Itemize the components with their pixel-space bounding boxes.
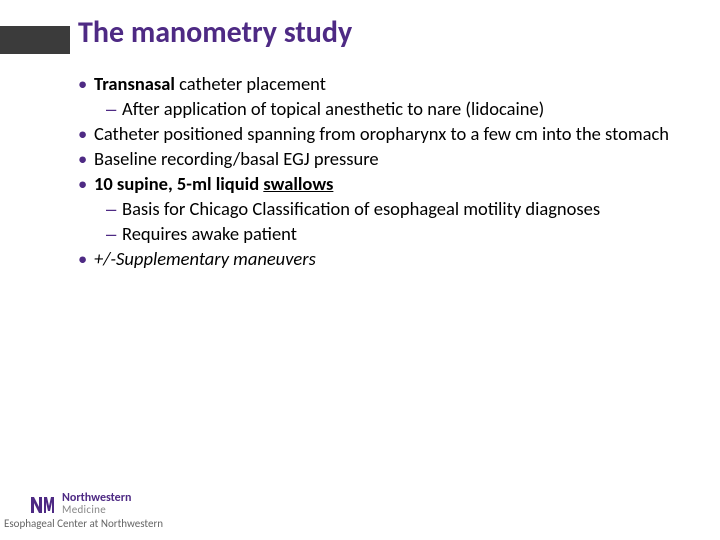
slide-title: The manometry study bbox=[78, 14, 352, 51]
sub-mark: – bbox=[106, 97, 122, 122]
bullet-text: +/-Supplementary maneuvers bbox=[94, 247, 698, 272]
bullet-4-text: 10 supine, 5-ml liquid bbox=[94, 172, 263, 195]
bullet-mark: • bbox=[78, 122, 94, 147]
bullet-4-underline: swallows bbox=[263, 172, 333, 195]
sub-text: Basis for Chicago Classification of esop… bbox=[122, 197, 698, 222]
bullet-1-bold: Transnasal bbox=[94, 72, 175, 95]
bullet-2: • Catheter positioned spanning from orop… bbox=[78, 122, 698, 147]
nm-logo-icon bbox=[30, 494, 56, 514]
bullet-1: • Transnasal catheter placement bbox=[78, 72, 698, 97]
bullet-4-sub-2: – Requires awake patient bbox=[78, 222, 698, 247]
title-accent-bar bbox=[0, 26, 70, 54]
bullet-text: Catheter positioned spanning from oropha… bbox=[94, 122, 698, 147]
bullet-1-rest: catheter placement bbox=[175, 72, 326, 95]
footer: Northwestern Medicine Esophageal Center … bbox=[0, 492, 163, 530]
bullet-mark: • bbox=[78, 172, 94, 197]
center-label: Esophageal Center at Northwestern bbox=[4, 517, 163, 530]
bullet-mark: • bbox=[78, 72, 94, 97]
bullet-mark: • bbox=[78, 147, 94, 172]
bullet-text: Transnasal catheter placement bbox=[94, 72, 698, 97]
bullet-4: • 10 supine, 5-ml liquid swallows bbox=[78, 172, 698, 197]
bullet-3: • Baseline recording/basal EGJ pressure bbox=[78, 147, 698, 172]
bullet-mark: • bbox=[78, 247, 94, 272]
logo-sub: Medicine bbox=[62, 504, 131, 515]
bullet-4-sub-1: – Basis for Chicago Classification of es… bbox=[78, 197, 698, 222]
content-body: • Transnasal catheter placement – After … bbox=[78, 72, 698, 272]
bullet-1-sub-1: – After application of topical anestheti… bbox=[78, 97, 698, 122]
sub-mark: – bbox=[106, 197, 122, 222]
sub-text: After application of topical anesthetic … bbox=[122, 97, 698, 122]
bullet-5: • +/-Supplementary maneuvers bbox=[78, 247, 698, 272]
logo-text: Northwestern Medicine bbox=[62, 492, 131, 515]
sub-text: Requires awake patient bbox=[122, 222, 698, 247]
bullet-text: Baseline recording/basal EGJ pressure bbox=[94, 147, 698, 172]
sub-mark: – bbox=[106, 222, 122, 247]
bullet-text: 10 supine, 5-ml liquid swallows bbox=[94, 172, 698, 197]
northwestern-logo: Northwestern Medicine bbox=[30, 492, 131, 515]
